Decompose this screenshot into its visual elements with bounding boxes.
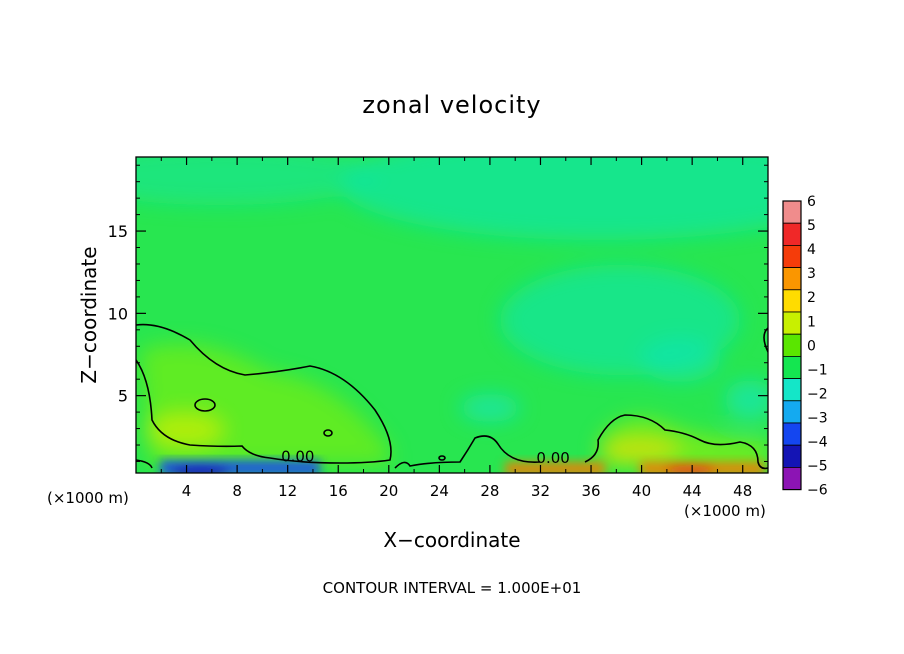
x-axis: 4 8 12 16 20 24 28 32 36 40 44 48	[160, 157, 752, 500]
colorbar-swatch-0	[782, 200, 802, 224]
field-region-bottom-red	[665, 465, 715, 473]
colorbar-label-10: −4	[807, 435, 828, 451]
colorbar-swatch-2	[782, 244, 802, 268]
colorbar-label-3: 3	[807, 266, 816, 282]
x-unit-left: (×1000 m)	[47, 489, 129, 507]
colorbar-swatch-6	[782, 333, 802, 357]
colorbar-label-5: 1	[807, 314, 816, 330]
colorbar-swatch-9	[782, 400, 802, 424]
y-axis: 5 10 15	[108, 164, 768, 462]
colorbar-label-0: 6	[807, 194, 816, 210]
contour-line-right-lobe	[584, 414, 768, 470]
colorbar-label-4: 2	[807, 290, 816, 306]
contour-line-left-lobe	[136, 323, 392, 464]
colorbar-swatch-7	[782, 355, 802, 379]
contour-line-small-loop	[194, 398, 216, 412]
x-tick-label-8: 36	[581, 482, 600, 500]
contour-label-layer: 0.00 0.00	[281, 448, 570, 468]
field-region-bottom-blue-core	[170, 466, 230, 473]
plot-frame	[135, 156, 769, 474]
zero-contours	[136, 323, 768, 470]
field-region-right-cyan-2	[640, 338, 720, 382]
x-axis-label: X−coordinate	[383, 528, 520, 552]
plot-area	[136, 157, 768, 473]
colorbar-swatch-8	[782, 378, 802, 402]
field-bottom-shading	[160, 460, 765, 473]
x-tick-label-3: 16	[329, 482, 348, 500]
field-region-mid-cyan	[460, 394, 520, 422]
contour-line-tiny-loop	[323, 429, 333, 437]
x-tick-label-4: 20	[379, 482, 398, 500]
y-tick-label-1: 10	[108, 304, 128, 323]
chart-title: zonal velocity	[362, 91, 541, 119]
colorbar-label-1: 5	[807, 218, 816, 234]
colorbar-label-11: −5	[807, 459, 828, 475]
colorbar-swatch-5	[782, 311, 802, 335]
contour-line-left-edge	[136, 459, 153, 469]
contour-line-bottom-middle	[394, 435, 541, 469]
x-tick-label-2: 12	[278, 482, 297, 500]
contour-line-tiny-loop-2	[438, 455, 446, 461]
colorbar-swatch-1	[782, 222, 802, 246]
field-region-mid-cyan-2	[725, 380, 768, 420]
field-region-bottom-orange	[505, 462, 605, 473]
x-tick-label-6: 28	[480, 482, 499, 500]
colorbar-label-12: −6	[807, 483, 828, 499]
x-tick-label-5: 24	[430, 482, 449, 500]
contour-line-right-edge	[763, 327, 768, 353]
colorbar: 6 5 4 3 2 1 0 −1 −2 −3 −4 −5 −6	[782, 194, 828, 499]
x-tick-label-9: 40	[632, 482, 651, 500]
colorbar-swatch-12	[782, 466, 802, 490]
colorbar-swatch-4	[782, 289, 802, 313]
x-tick-label-11: 48	[733, 482, 752, 500]
colorbar-label-7: −1	[807, 362, 828, 378]
colorbar-label-2: 4	[807, 242, 816, 258]
colorbar-label-8: −2	[807, 386, 828, 402]
colorbar-frame	[782, 200, 802, 491]
x-tick-label-7: 32	[531, 482, 550, 500]
contour-label-1: 0.00	[536, 449, 569, 467]
y-tick-label-2: 15	[108, 222, 128, 241]
x-tick-label-10: 44	[683, 482, 702, 500]
colorbar-label-9: −3	[807, 410, 828, 426]
x-unit-right: (×1000 m)	[684, 502, 766, 520]
colorbar-swatch-11	[782, 444, 802, 468]
y-tick-label-0: 5	[118, 387, 128, 406]
y-axis-label: Z−coordinate	[77, 246, 101, 383]
field-region-upper-cyan	[340, 157, 768, 240]
field-region-right-yellow	[600, 438, 680, 462]
contour-interval-note: CONTOUR INTERVAL = 1.000E+01	[323, 579, 582, 597]
x-tick-label-1: 8	[232, 482, 242, 500]
colorbar-swatch-10	[782, 422, 802, 446]
colorbar-swatch-3	[782, 267, 802, 291]
field-region-upper-left	[136, 157, 380, 205]
colorbar-label-6: 0	[807, 338, 816, 354]
contour-label-0: 0.00	[281, 448, 314, 466]
x-tick-label-0: 4	[182, 482, 192, 500]
field-shading	[136, 157, 768, 468]
field-region-left-yellow	[145, 412, 225, 448]
